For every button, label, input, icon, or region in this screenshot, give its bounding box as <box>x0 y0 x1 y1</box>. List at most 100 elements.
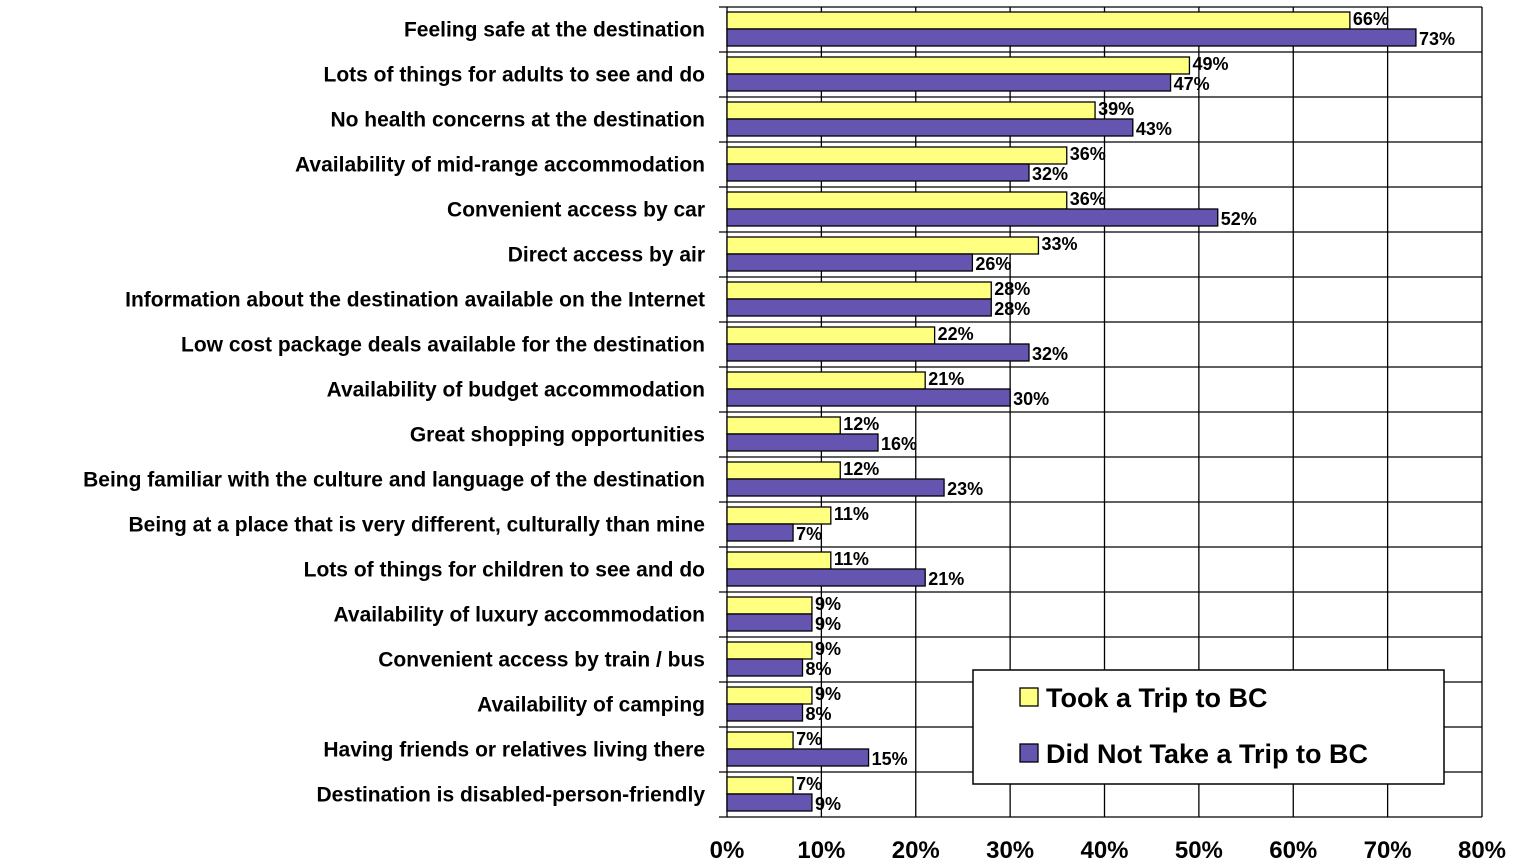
x-tick-labels: 0% 10% 20% 30% 40% 50% 60% 70% 80% <box>710 837 1506 864</box>
bar-did-not-take-trip <box>726 703 804 722</box>
data-label: 47% <box>1174 74 1210 94</box>
x-tick-label: 40% <box>1080 837 1128 864</box>
data-label: 36% <box>1070 189 1106 209</box>
bar-took-trip <box>726 776 794 795</box>
bar-took-trip <box>726 461 841 480</box>
bar-did-not-take-trip <box>726 793 813 812</box>
data-label: 30% <box>1013 389 1049 409</box>
data-label: 12% <box>843 459 879 479</box>
x-tick-label: 10% <box>797 837 845 864</box>
data-label: 28% <box>994 299 1030 319</box>
data-label: 9% <box>815 614 841 634</box>
bar-did-not-take-trip <box>726 388 1011 407</box>
data-label: 9% <box>815 639 841 659</box>
bar-took-trip <box>726 596 813 615</box>
category-label: Being at a place that is very different,… <box>129 514 706 537</box>
bar-took-trip <box>726 641 813 660</box>
category-label: Direct access by air <box>508 244 705 267</box>
x-tick-label: 50% <box>1175 837 1223 864</box>
bar-took-trip <box>726 146 1068 165</box>
category-labels: Feeling safe at the destination Lots of t… <box>83 19 705 807</box>
data-label: 11% <box>834 504 869 524</box>
bar-did-not-take-trip <box>726 73 1172 92</box>
data-label: 32% <box>1032 344 1068 364</box>
bar-took-trip <box>726 236 1040 255</box>
category-label: Great shopping opportunities <box>410 424 705 447</box>
bars <box>726 11 1417 812</box>
bar-did-not-take-trip <box>726 433 879 452</box>
data-label: 26% <box>975 254 1011 274</box>
bar-took-trip <box>726 506 832 525</box>
data-label: 16% <box>881 434 917 454</box>
data-label: 23% <box>947 479 983 499</box>
category-label: Having friends or relatives living there <box>323 739 705 762</box>
bar-took-trip <box>726 731 794 750</box>
data-label: 9% <box>815 594 841 614</box>
data-label: 9% <box>815 794 841 814</box>
bar-did-not-take-trip <box>726 658 804 677</box>
legend-box <box>972 669 1445 785</box>
data-label: 7% <box>796 774 822 794</box>
bar-did-not-take-trip <box>726 748 870 767</box>
category-label: Convenient access by car <box>447 199 705 222</box>
data-label: 39% <box>1098 99 1134 119</box>
legend: Took a Trip to BC Did Not Take a Trip to… <box>972 669 1445 785</box>
category-label: Being familiar with the culture and lang… <box>83 469 705 492</box>
category-label: Feeling safe at the destination <box>404 19 705 42</box>
legend-swatch-did-not-take-trip <box>1019 743 1039 763</box>
legend-label-took-trip: Took a Trip to BC <box>1046 683 1268 713</box>
data-label: 7% <box>796 729 822 749</box>
data-label: 7% <box>796 524 822 544</box>
data-label: 11% <box>834 549 869 569</box>
data-label: 28% <box>994 279 1030 299</box>
data-label: 9% <box>815 684 841 704</box>
data-label: 21% <box>928 369 964 389</box>
category-label: Availability of luxury accommodation <box>334 604 705 627</box>
category-label: Lots of things for children to see and d… <box>304 559 705 582</box>
category-label: Lots of things for adults to see and do <box>324 64 706 87</box>
category-label: Low cost package deals available for the… <box>181 334 705 357</box>
bar-did-not-take-trip <box>726 208 1219 227</box>
x-tick-label: 80% <box>1458 837 1506 864</box>
data-labels: 66%73%49%47%39%43%36%32%36%52%33%26%28%2… <box>796 9 1455 814</box>
x-tick-label: 20% <box>892 837 940 864</box>
data-label: 33% <box>1041 234 1077 254</box>
data-label: 21% <box>928 569 964 589</box>
legend-label-did-not-take-trip: Did Not Take a Trip to BC <box>1046 739 1368 769</box>
data-label: 12% <box>843 414 879 434</box>
data-label: 8% <box>806 659 832 679</box>
data-label: 73% <box>1419 29 1455 49</box>
bar-did-not-take-trip <box>726 253 974 272</box>
bar-took-trip <box>726 551 832 570</box>
data-label: 8% <box>806 704 832 724</box>
data-label: 22% <box>938 324 974 344</box>
data-label: 49% <box>1192 54 1228 74</box>
x-tick-label: 0% <box>710 837 745 864</box>
bar-took-trip <box>726 11 1351 30</box>
bar-took-trip <box>726 326 936 345</box>
bar-took-trip <box>726 101 1096 120</box>
bar-did-not-take-trip <box>726 118 1134 137</box>
x-tick-label: 30% <box>986 837 1034 864</box>
bar-took-trip <box>726 416 841 435</box>
bar-did-not-take-trip <box>726 298 992 317</box>
bar-did-not-take-trip <box>726 478 945 497</box>
bar-took-trip <box>726 281 992 300</box>
data-label: 32% <box>1032 164 1068 184</box>
category-label: Information about the destination availa… <box>125 289 705 312</box>
bar-took-trip <box>726 56 1191 75</box>
bar-took-trip <box>726 686 813 705</box>
x-tick-label: 60% <box>1269 837 1317 864</box>
category-label: No health concerns at the destination <box>330 109 705 132</box>
category-label: Convenient access by train / bus <box>378 649 705 672</box>
data-label: 52% <box>1221 209 1257 229</box>
category-label: Availability of mid-range accommodation <box>295 154 705 177</box>
category-label: Destination is disabled-person-friendly <box>316 784 705 807</box>
bar-did-not-take-trip <box>726 163 1030 182</box>
category-label: Availability of budget accommodation <box>327 379 705 402</box>
bar-did-not-take-trip <box>726 523 794 542</box>
category-label: Availability of camping <box>477 694 705 717</box>
data-label: 15% <box>872 749 908 769</box>
data-label: 36% <box>1070 144 1106 164</box>
